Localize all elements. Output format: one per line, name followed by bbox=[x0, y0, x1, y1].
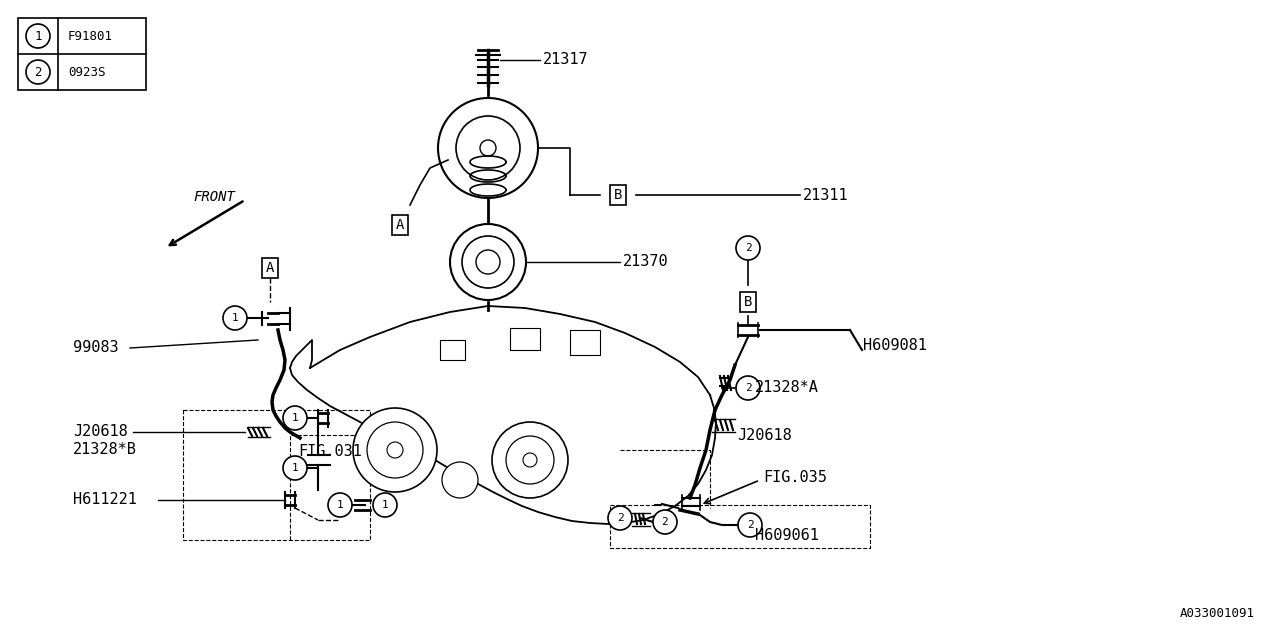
Text: 21328*B: 21328*B bbox=[73, 442, 137, 458]
Text: H611221: H611221 bbox=[73, 493, 137, 508]
Circle shape bbox=[438, 98, 538, 198]
Text: B: B bbox=[614, 188, 622, 202]
Circle shape bbox=[372, 493, 397, 517]
Bar bbox=[18, 18, 146, 90]
Text: 2: 2 bbox=[35, 65, 42, 79]
Text: 1: 1 bbox=[232, 313, 238, 323]
Text: B: B bbox=[744, 295, 753, 309]
Circle shape bbox=[476, 250, 500, 274]
Text: FIG.035: FIG.035 bbox=[763, 470, 827, 486]
Text: 21328*A: 21328*A bbox=[755, 381, 819, 396]
Circle shape bbox=[480, 140, 497, 156]
Text: H609081: H609081 bbox=[863, 337, 927, 353]
Circle shape bbox=[736, 376, 760, 400]
Text: 2: 2 bbox=[745, 243, 751, 253]
Circle shape bbox=[462, 236, 515, 288]
Text: 1: 1 bbox=[292, 463, 298, 473]
Circle shape bbox=[739, 513, 762, 537]
Circle shape bbox=[736, 236, 760, 260]
Text: A033001091: A033001091 bbox=[1180, 607, 1254, 620]
Text: 0923S: 0923S bbox=[68, 65, 105, 79]
Text: A: A bbox=[396, 218, 404, 232]
Circle shape bbox=[283, 406, 307, 430]
Text: 2: 2 bbox=[745, 383, 751, 393]
Circle shape bbox=[223, 306, 247, 330]
Text: J20618: J20618 bbox=[737, 428, 792, 442]
Text: H609061: H609061 bbox=[755, 527, 819, 543]
Circle shape bbox=[524, 453, 538, 467]
Text: 21311: 21311 bbox=[803, 188, 849, 202]
Circle shape bbox=[492, 422, 568, 498]
Circle shape bbox=[387, 442, 403, 458]
Circle shape bbox=[328, 493, 352, 517]
Text: J20618: J20618 bbox=[73, 424, 128, 440]
Circle shape bbox=[506, 436, 554, 484]
Text: FRONT: FRONT bbox=[193, 190, 236, 204]
Circle shape bbox=[26, 60, 50, 84]
Text: A: A bbox=[266, 261, 274, 275]
Text: 1: 1 bbox=[381, 500, 388, 510]
Circle shape bbox=[26, 24, 50, 48]
Circle shape bbox=[283, 456, 307, 480]
Circle shape bbox=[353, 408, 436, 492]
Text: 1: 1 bbox=[337, 500, 343, 510]
Circle shape bbox=[451, 224, 526, 300]
Text: FIG.031: FIG.031 bbox=[298, 445, 362, 460]
Circle shape bbox=[456, 116, 520, 180]
Text: 2: 2 bbox=[746, 520, 754, 530]
Circle shape bbox=[442, 462, 477, 498]
Text: F91801: F91801 bbox=[68, 29, 113, 42]
Circle shape bbox=[653, 510, 677, 534]
Text: 2: 2 bbox=[662, 517, 668, 527]
Text: 21317: 21317 bbox=[543, 52, 589, 67]
Text: 1: 1 bbox=[35, 29, 42, 42]
Text: 21370: 21370 bbox=[623, 255, 668, 269]
Text: 2: 2 bbox=[617, 513, 623, 523]
Text: 1: 1 bbox=[292, 413, 298, 423]
Circle shape bbox=[367, 422, 422, 478]
Text: 99083: 99083 bbox=[73, 340, 119, 355]
Circle shape bbox=[608, 506, 632, 530]
